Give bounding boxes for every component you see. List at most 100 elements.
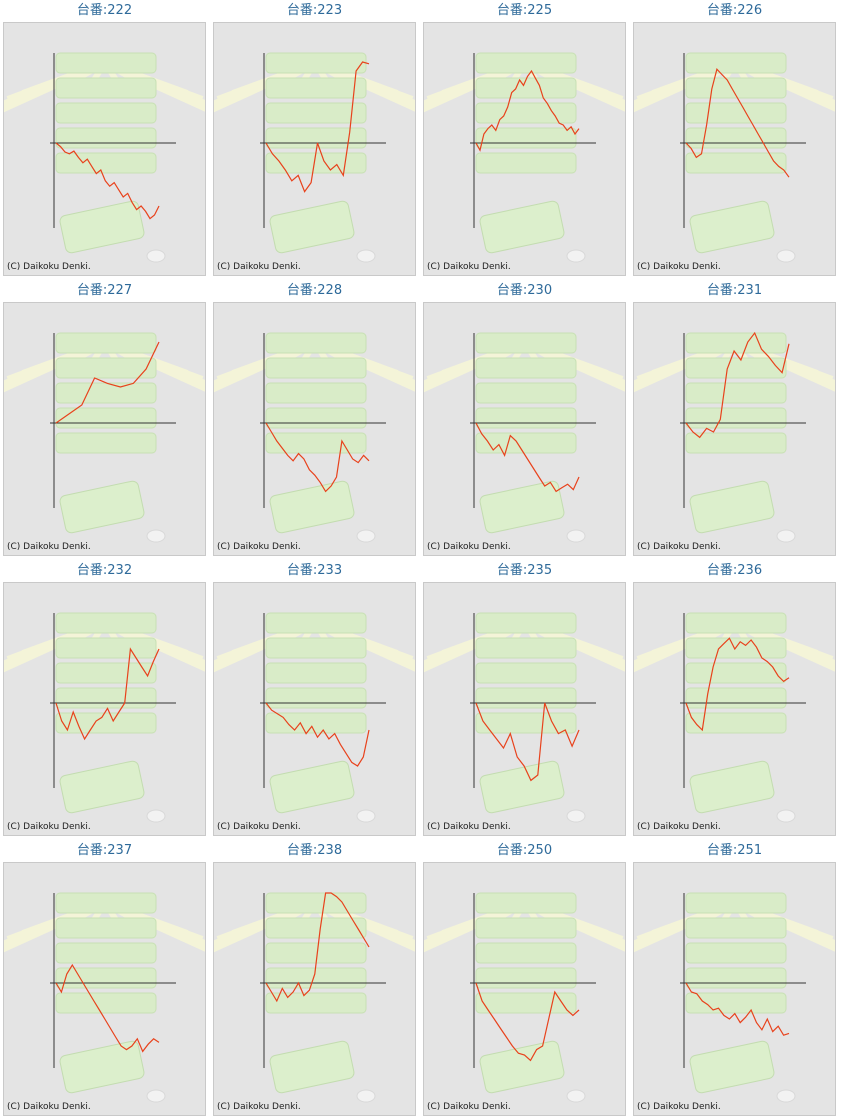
- series-line: [475, 69, 580, 152]
- series-line: [265, 422, 370, 493]
- background-artwork: [4, 332, 205, 543]
- chart-svg: [634, 612, 835, 823]
- chart-title-link[interactable]: 台番:227: [76, 283, 133, 298]
- coin-shape: [146, 809, 166, 823]
- chart-cell: 台番:233 (C) Daikoku Denki.: [213, 560, 416, 838]
- tray-shape: [475, 892, 577, 914]
- tray-shape: [265, 52, 367, 74]
- tray-base-shape: [689, 1040, 775, 1094]
- chart-title-link[interactable]: 台番:236: [706, 563, 763, 578]
- tray-shape: [265, 712, 367, 734]
- chart-svg: [424, 612, 625, 823]
- tray-shape: [265, 892, 367, 914]
- chart-cell: 台番:230 (C) Daikoku Denki.: [423, 280, 626, 558]
- coin-shape: [776, 249, 796, 263]
- tray-base-shape: [689, 200, 775, 254]
- tray-base-shape: [479, 1040, 565, 1094]
- chart-cell: 台番:237 (C) Daikoku Denki.: [3, 840, 206, 1118]
- series-line: [475, 422, 580, 493]
- chart-svg: [214, 52, 415, 263]
- background-artwork: [634, 612, 835, 823]
- chart-title-link[interactable]: 台番:231: [706, 283, 763, 298]
- chart-cell: 台番:225 (C) Daikoku Denki.: [423, 0, 626, 278]
- tray-shape: [265, 357, 367, 379]
- tray-base-shape: [479, 200, 565, 254]
- tray-shape: [475, 152, 577, 174]
- tray-shape: [685, 102, 787, 124]
- chart-title-link[interactable]: 台番:232: [76, 563, 133, 578]
- tray-shape: [265, 332, 367, 354]
- tray-shape: [475, 407, 577, 429]
- chart-cell: 台番:235 (C) Daikoku Denki.: [423, 560, 626, 838]
- tray-shape: [265, 432, 367, 454]
- chart-title-link[interactable]: 台番:225: [496, 3, 553, 18]
- tray-shape: [55, 432, 157, 454]
- chart-panel: (C) Daikoku Denki.: [213, 582, 416, 836]
- chart-title-link[interactable]: 台番:233: [286, 563, 343, 578]
- copyright-credit: (C) Daikoku Denki.: [637, 542, 721, 552]
- series-line: [475, 982, 580, 1062]
- tray-shape: [55, 917, 157, 939]
- tray-shape: [265, 77, 367, 99]
- chart-svg: [214, 612, 415, 823]
- chart-svg: [634, 892, 835, 1103]
- tray-shape: [55, 892, 157, 914]
- tray-shape: [265, 967, 367, 989]
- chart-title-link[interactable]: 台番:228: [286, 283, 343, 298]
- chart-title-link[interactable]: 台番:251: [706, 843, 763, 858]
- tray-shape: [55, 77, 157, 99]
- tray-base-shape: [269, 200, 355, 254]
- tray-shape: [265, 662, 367, 684]
- coin-shape: [146, 249, 166, 263]
- chart-title-link[interactable]: 台番:230: [496, 283, 553, 298]
- tray-shape: [685, 612, 787, 634]
- coin-shape: [566, 249, 586, 263]
- chart-title-link[interactable]: 台番:250: [496, 843, 553, 858]
- background-artwork: [424, 892, 625, 1103]
- coin-shape: [356, 1089, 376, 1103]
- chart-panel: (C) Daikoku Denki.: [633, 582, 836, 836]
- coin-shape: [356, 809, 376, 823]
- tray-shape: [685, 942, 787, 964]
- coin-shape: [776, 809, 796, 823]
- tray-base-shape: [689, 480, 775, 534]
- chart-panel: (C) Daikoku Denki.: [213, 862, 416, 1116]
- series-line: [685, 982, 790, 1036]
- copyright-credit: (C) Daikoku Denki.: [217, 262, 301, 272]
- tray-base-shape: [59, 480, 145, 534]
- chart-panel: (C) Daikoku Denki.: [633, 862, 836, 1116]
- chart-cell: 台番:250 (C) Daikoku Denki.: [423, 840, 626, 1118]
- tray-shape: [475, 662, 577, 684]
- background-artwork: [214, 892, 415, 1103]
- chart-svg: [4, 332, 205, 543]
- chart-panel: (C) Daikoku Denki.: [633, 22, 836, 276]
- tray-base-shape: [269, 760, 355, 814]
- tray-shape: [475, 357, 577, 379]
- series-line: [685, 637, 790, 732]
- coin-shape: [776, 1089, 796, 1103]
- chart-panel: (C) Daikoku Denki.: [423, 22, 626, 276]
- tray-base-shape: [479, 760, 565, 814]
- tray-shape: [55, 152, 157, 174]
- chart-title-link[interactable]: 台番:238: [286, 843, 343, 858]
- chart-panel: (C) Daikoku Denki.: [423, 862, 626, 1116]
- chart-svg: [424, 332, 625, 543]
- copyright-credit: (C) Daikoku Denki.: [217, 542, 301, 552]
- chart-cell: 台番:231 (C) Daikoku Denki.: [633, 280, 836, 558]
- series-line: [55, 647, 160, 741]
- background-artwork: [4, 612, 205, 823]
- chart-panel: (C) Daikoku Denki.: [633, 302, 836, 556]
- chart-panel: (C) Daikoku Denki.: [3, 22, 206, 276]
- chart-svg: [214, 332, 415, 543]
- background-artwork: [424, 612, 625, 823]
- tray-base-shape: [269, 1040, 355, 1094]
- series-line: [55, 963, 160, 1053]
- chart-title-link[interactable]: 台番:237: [76, 843, 133, 858]
- chart-title-link[interactable]: 台番:226: [706, 3, 763, 18]
- chart-title-link[interactable]: 台番:222: [76, 3, 133, 18]
- copyright-credit: (C) Daikoku Denki.: [427, 542, 511, 552]
- tray-shape: [55, 687, 157, 709]
- tray-shape: [685, 332, 787, 354]
- chart-title-link[interactable]: 台番:235: [496, 563, 553, 578]
- chart-title-link[interactable]: 台番:223: [286, 3, 343, 18]
